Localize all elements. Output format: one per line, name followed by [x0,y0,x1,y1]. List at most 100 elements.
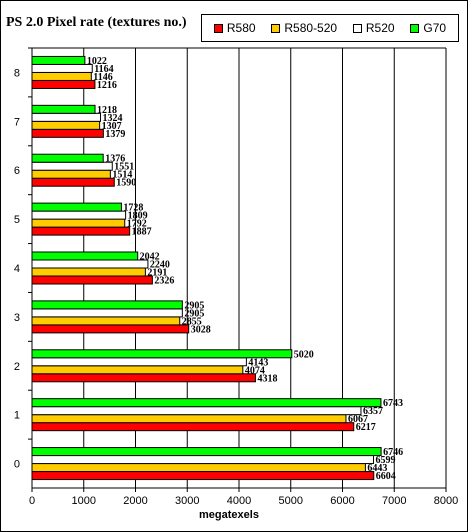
data-label: 1218 [97,105,117,116]
data-label: 2905 [184,300,204,311]
x-tick-label: 8000 [434,495,458,507]
bar-g70 [31,104,96,114]
y-category-label: 8 [14,67,20,79]
x-tick-label: 5000 [279,495,303,507]
legend-label-r520: R520 [365,21,395,35]
y-category-label: 5 [14,214,20,226]
bar-r520 [31,455,374,465]
bar-r580-520 [31,120,101,130]
x-tick-label: 2000 [123,495,147,507]
legend-label-g70: G70 [423,21,447,35]
y-category-label: 4 [14,263,20,275]
bar-g70 [31,251,139,261]
bar-g70 [31,349,293,359]
data-label: 2191 [147,268,167,279]
data-label: 4074 [245,365,265,376]
data-label: 2240 [150,260,170,271]
legend-swatch-r580 [213,23,223,33]
x-tick-label: 6000 [330,495,354,507]
bar-r520 [31,161,113,171]
bar-g70 [31,55,86,65]
bar-r580 [31,373,256,383]
data-label: 4318 [257,373,277,384]
bar-g70 [31,300,183,310]
data-label: 6599 [375,455,395,466]
data-label: 2042 [140,252,160,263]
bar-r580-520 [31,365,244,375]
bar-r520 [31,112,102,122]
bar-r580-520 [31,316,181,326]
data-label: 1792 [127,219,147,230]
legend-label-r580: R580 [226,21,256,35]
bar-r580 [31,79,96,89]
data-label: 5020 [294,349,314,360]
data-label: 6217 [356,422,376,433]
y-category-label: 0 [14,459,20,471]
bar-r580-520 [31,169,111,179]
bar-g70 [31,447,382,457]
data-label: 2905 [184,308,204,319]
bar-r580 [31,128,104,138]
data-label: 6357 [363,406,383,417]
chart-legend: R580 R580-520 R520 G70 [201,14,459,42]
data-label: 6746 [383,447,403,458]
data-label: 1376 [105,154,125,165]
data-label: 1146 [93,72,112,83]
x-tick-label: 0 [29,495,35,507]
data-label: 1307 [102,121,122,132]
bar-r580 [31,422,355,432]
data-label: 1216 [97,80,117,91]
bar-r520 [31,406,362,416]
bar-r580-520 [31,414,347,424]
bar-r520 [31,63,93,73]
bar-r580 [31,177,115,187]
legend-item-r580-520: R580-520 [271,21,337,35]
data-label: 1379 [105,129,125,140]
data-label: 1728 [123,203,143,214]
bar-r520 [31,357,247,367]
bar-r580 [31,226,131,236]
data-label: 1887 [132,227,152,238]
legend-item-r520: R520 [352,21,395,35]
x-axis-label: megatexels [199,509,259,521]
data-label: 2326 [154,276,174,287]
y-category-label: 1 [14,410,20,422]
bar-r520 [31,259,149,269]
legend-swatch-r580-520 [271,23,281,33]
x-tick-label: 1000 [72,495,96,507]
bar-r580-520 [31,463,366,473]
y-category-label: 2 [14,361,20,373]
bar-r580-520 [31,267,146,277]
data-label: 6067 [348,414,368,425]
data-label: 1809 [128,211,148,222]
bar-r580 [31,471,375,481]
y-category-label: 3 [14,312,20,324]
bar-r520 [31,308,183,318]
data-label: 1514 [112,170,132,181]
legend-swatch-r520 [352,23,362,33]
data-label: 4143 [248,357,268,368]
legend-swatch-g70 [410,23,420,33]
chart-title: PS 2.0 Pixel rate (textures no.) [6,15,187,30]
data-label: 1590 [116,178,136,189]
bar-g70 [31,202,122,212]
bar-r580 [31,324,190,334]
bar-r580 [31,275,153,285]
x-tick-label: 3000 [175,495,199,507]
bar-g70 [31,153,104,163]
x-tick-label: 7000 [382,495,406,507]
y-category-label: 7 [14,116,20,128]
data-label: 2855 [182,316,202,327]
data-label: 6443 [367,463,387,474]
bar-r580-520 [31,71,92,81]
legend-label-r580-520: R580-520 [284,21,338,35]
data-label: 6743 [383,398,403,409]
bar-g70 [31,398,382,408]
data-label: 1551 [114,162,134,173]
data-label: 1022 [87,56,107,67]
data-label: 6604 [376,471,396,482]
data-label: 1164 [94,64,113,75]
data-label: 1324 [103,113,123,124]
legend-item-g70: G70 [410,21,446,35]
